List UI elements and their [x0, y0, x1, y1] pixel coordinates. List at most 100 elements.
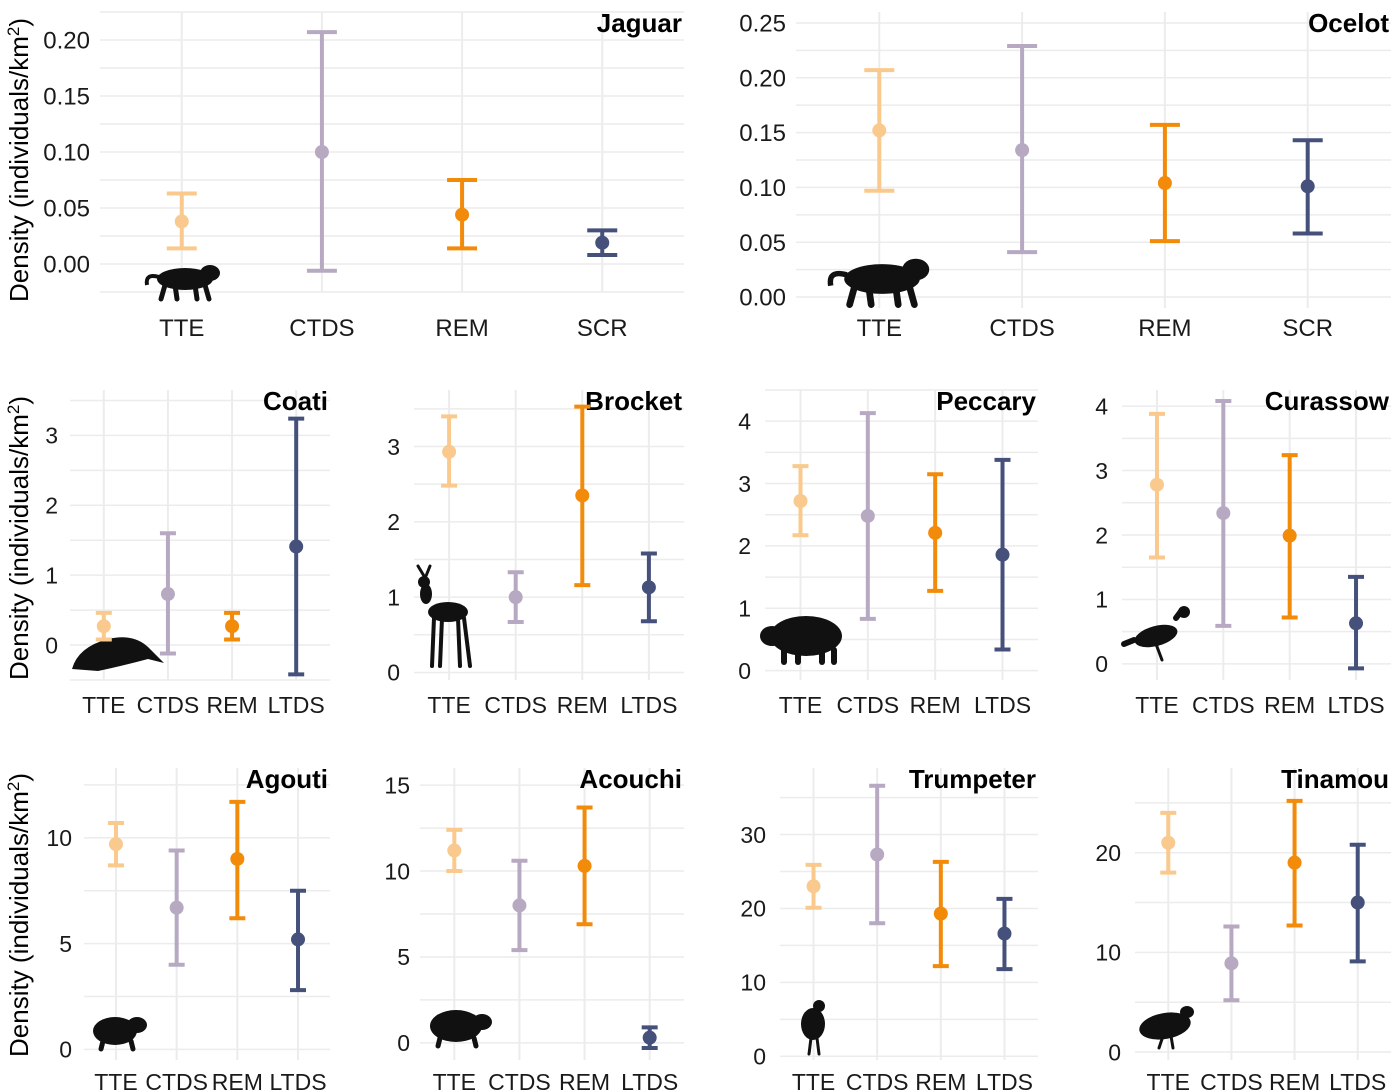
- y-tick-label: 2: [1095, 522, 1108, 548]
- x-tick-label: SCR: [577, 315, 628, 342]
- y-tick-label: 10: [1095, 940, 1121, 966]
- x-tick-label: TTE: [1147, 1069, 1190, 1092]
- x-tick-label: CTDS: [837, 692, 900, 718]
- x-tick-label: CTDS: [846, 1069, 909, 1092]
- y-tick-label: 0.15: [43, 84, 90, 111]
- y-tick-label: 10: [46, 825, 72, 851]
- estimate-point-ctds: [160, 587, 175, 602]
- estimate-point-rem: [1157, 176, 1172, 191]
- x-tick-label: REM: [557, 692, 608, 718]
- x-tick-label: REM: [212, 1069, 263, 1092]
- estimate-point-ctds: [1224, 956, 1239, 971]
- y-tick-label: 0: [753, 1044, 766, 1070]
- estimate-point-rem: [577, 858, 592, 873]
- tinamou-silhouette-icon: [1139, 1006, 1194, 1050]
- x-tick-label: REM: [207, 692, 258, 718]
- peccary-silhouette-icon: [760, 616, 842, 665]
- y-tick-label: 15: [384, 772, 410, 798]
- estimate-point-ctds: [508, 590, 523, 605]
- y-tick-label: 3: [387, 434, 400, 460]
- x-tick-label: CTDS: [484, 692, 547, 718]
- y-tick-label: 0: [1095, 651, 1108, 677]
- curassow-silhouette-icon: [1121, 606, 1190, 662]
- y-tick-label: 1: [738, 596, 751, 622]
- y-tick-label: 0.25: [739, 11, 786, 38]
- panel-jaguar: 0.00 0.05 0.10 0.15 0.20 TTE CTDS REM SCR Jaguar: [43, 8, 684, 342]
- y-tick-label: 0: [1108, 1039, 1121, 1065]
- y-tick-label: 10: [740, 970, 766, 996]
- estimate-point-tte: [174, 214, 189, 229]
- y-axis-label-row-3: Density (individuals/km2): [4, 773, 35, 1057]
- x-tick-label: TTE: [82, 692, 125, 718]
- x-tick-label: LTDS: [621, 1069, 678, 1092]
- panel-title: Jaguar: [597, 8, 682, 38]
- estimate-point-ctds: [870, 847, 885, 862]
- estimate-point-tte: [108, 837, 123, 852]
- panel-tinamou: 0 10 20 TTE CTDS REM LTDS Tinamou: [1095, 764, 1391, 1092]
- estimate-point-tte: [447, 843, 462, 858]
- x-tick-label: REM: [915, 1069, 966, 1092]
- estimate-point-rem: [455, 207, 470, 222]
- trumpeter-silhouette-icon: [801, 1000, 825, 1056]
- panel-agouti: 0 5 10 TTE CTDS REM LTDS Agouti: [46, 764, 330, 1092]
- y-tick-label: 0: [738, 658, 751, 684]
- y-tick-label: 0: [387, 660, 400, 686]
- x-tick-label: REM: [910, 692, 961, 718]
- y-tick-label: 3: [738, 471, 751, 497]
- estimate-point-tte: [96, 619, 111, 634]
- x-tick-label: CTDS: [1200, 1069, 1263, 1092]
- estimate-point-rem: [1287, 855, 1302, 870]
- y-tick-label: 2: [738, 533, 751, 559]
- estimate-point-tte: [442, 444, 457, 459]
- x-tick-label: TTE: [857, 315, 902, 342]
- y-tick-label: 1: [387, 584, 400, 610]
- panel-title: Trumpeter: [909, 764, 1036, 794]
- x-tick-label: TTE: [1135, 692, 1178, 718]
- estimate-point-ltds: [1350, 895, 1365, 910]
- y-tick-label: 20: [1095, 840, 1121, 866]
- estimate-point-ltds: [642, 1030, 657, 1045]
- x-tick-label: TTE: [779, 692, 822, 718]
- panel-title: Acouchi: [579, 764, 682, 794]
- estimate-point-rem: [928, 525, 943, 540]
- estimate-point-ltds: [995, 547, 1010, 562]
- x-tick-label: CTDS: [145, 1069, 208, 1092]
- y-tick-label: 2: [45, 493, 58, 519]
- estimate-point-rem: [225, 619, 240, 634]
- estimate-point-tte: [1149, 477, 1164, 492]
- y-tick-label: 5: [59, 931, 72, 957]
- x-tick-label: TTE: [94, 1069, 137, 1092]
- x-tick-label: LTDS: [268, 692, 325, 718]
- x-tick-label: CTDS: [1192, 692, 1255, 718]
- y-tick-label: 2: [387, 509, 400, 535]
- y-tick-label: 0: [59, 1037, 72, 1063]
- x-tick-label: TTE: [433, 1069, 476, 1092]
- y-tick-label: 0.10: [43, 140, 90, 167]
- panel-brocket: 0 1 2 3 TTE CTDS REM LTDS Brocket: [387, 386, 684, 718]
- y-tick-label: 0.20: [739, 65, 786, 92]
- estimate-point-scr: [595, 235, 610, 250]
- estimate-point-ctds: [1216, 506, 1231, 521]
- x-tick-label: CTDS: [289, 315, 354, 342]
- y-tick-label: 20: [740, 896, 766, 922]
- y-tick-label: 0.20: [43, 28, 90, 55]
- y-tick-label: 0.05: [43, 196, 90, 223]
- y-tick-label: 30: [740, 822, 766, 848]
- estimate-point-ctds: [1015, 143, 1030, 158]
- y-tick-label: 0.00: [43, 252, 90, 279]
- estimate-point-rem: [933, 906, 948, 921]
- panel-title: Brocket: [585, 386, 682, 416]
- panel-title: Agouti: [246, 764, 328, 794]
- estimate-point-ltds: [289, 539, 304, 554]
- estimate-point-tte: [806, 879, 821, 894]
- estimate-point-ltds: [997, 926, 1012, 941]
- panel-trumpeter: 0 10 20 30 TTE CTDS REM LTDS Trumpeter: [740, 764, 1038, 1092]
- x-tick-label: TTE: [427, 692, 470, 718]
- y-tick-label: 10: [384, 858, 410, 884]
- x-tick-label: REM: [1264, 692, 1315, 718]
- y-tick-label: 5: [397, 944, 410, 970]
- panel-peccary: 0 1 2 3 4 TTE CTDS REM LTDS Peccary: [738, 386, 1038, 718]
- x-tick-label: LTDS: [1327, 692, 1384, 718]
- x-tick-label: REM: [1138, 315, 1191, 342]
- coati-silhouette-icon: [72, 637, 164, 671]
